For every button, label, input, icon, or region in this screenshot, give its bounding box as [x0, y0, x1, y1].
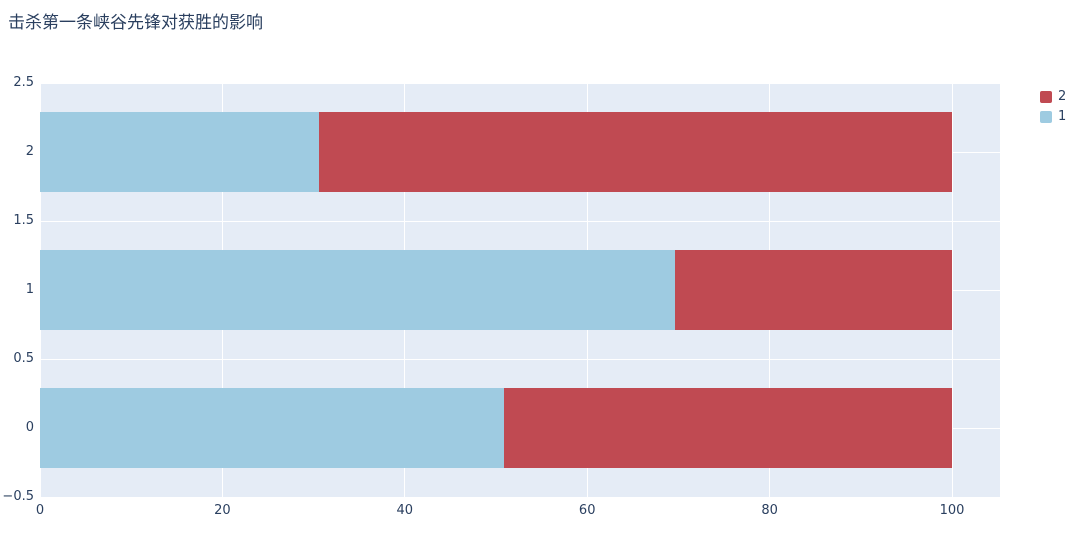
y-tick-label: 0.5 [13, 351, 34, 366]
bar-segment-series-2-cat-1[interactable] [674, 249, 953, 330]
y-gridline [40, 358, 1000, 360]
y-gridline [40, 220, 1000, 222]
legend-item-1[interactable]: 1 [1040, 110, 1066, 123]
y-tick-label: 2.5 [13, 75, 34, 90]
y-gridline [40, 82, 1000, 84]
y-tick-label: 1.5 [13, 213, 34, 228]
plot-area [39, 82, 1000, 498]
bar-segment-series-1-cat-0[interactable] [40, 387, 505, 468]
legend-label-1: 1 [1058, 109, 1067, 124]
legend-swatch-2 [1040, 90, 1052, 103]
legend-label-2: 2 [1058, 89, 1067, 104]
y-tick-label: −0.5 [2, 489, 34, 504]
y-tick-label: 0 [25, 420, 34, 435]
x-tick-label: 0 [35, 503, 45, 518]
y-tick-label: 2 [25, 144, 34, 159]
bar-segment-series-2-cat-0[interactable] [504, 387, 953, 468]
legend-swatch-1 [1040, 110, 1052, 123]
bar-segment-series-1-cat-1[interactable] [40, 249, 675, 330]
x-tick-label: 60 [578, 503, 596, 518]
chart-title: 击杀第一条峡谷先锋对获胜的影响 [8, 13, 263, 33]
x-tick-label: 100 [939, 503, 965, 518]
legend-item-2[interactable]: 2 [1040, 90, 1066, 103]
x-tick-label: 40 [396, 503, 414, 518]
bar-segment-series-2-cat-2[interactable] [319, 111, 953, 192]
y-gridline [40, 496, 1000, 498]
x-tick-label: 80 [761, 503, 778, 518]
y-tick-label: 1 [25, 282, 34, 297]
bar-segment-series-1-cat-2[interactable] [40, 111, 320, 192]
x-tick-label: 20 [214, 503, 231, 518]
